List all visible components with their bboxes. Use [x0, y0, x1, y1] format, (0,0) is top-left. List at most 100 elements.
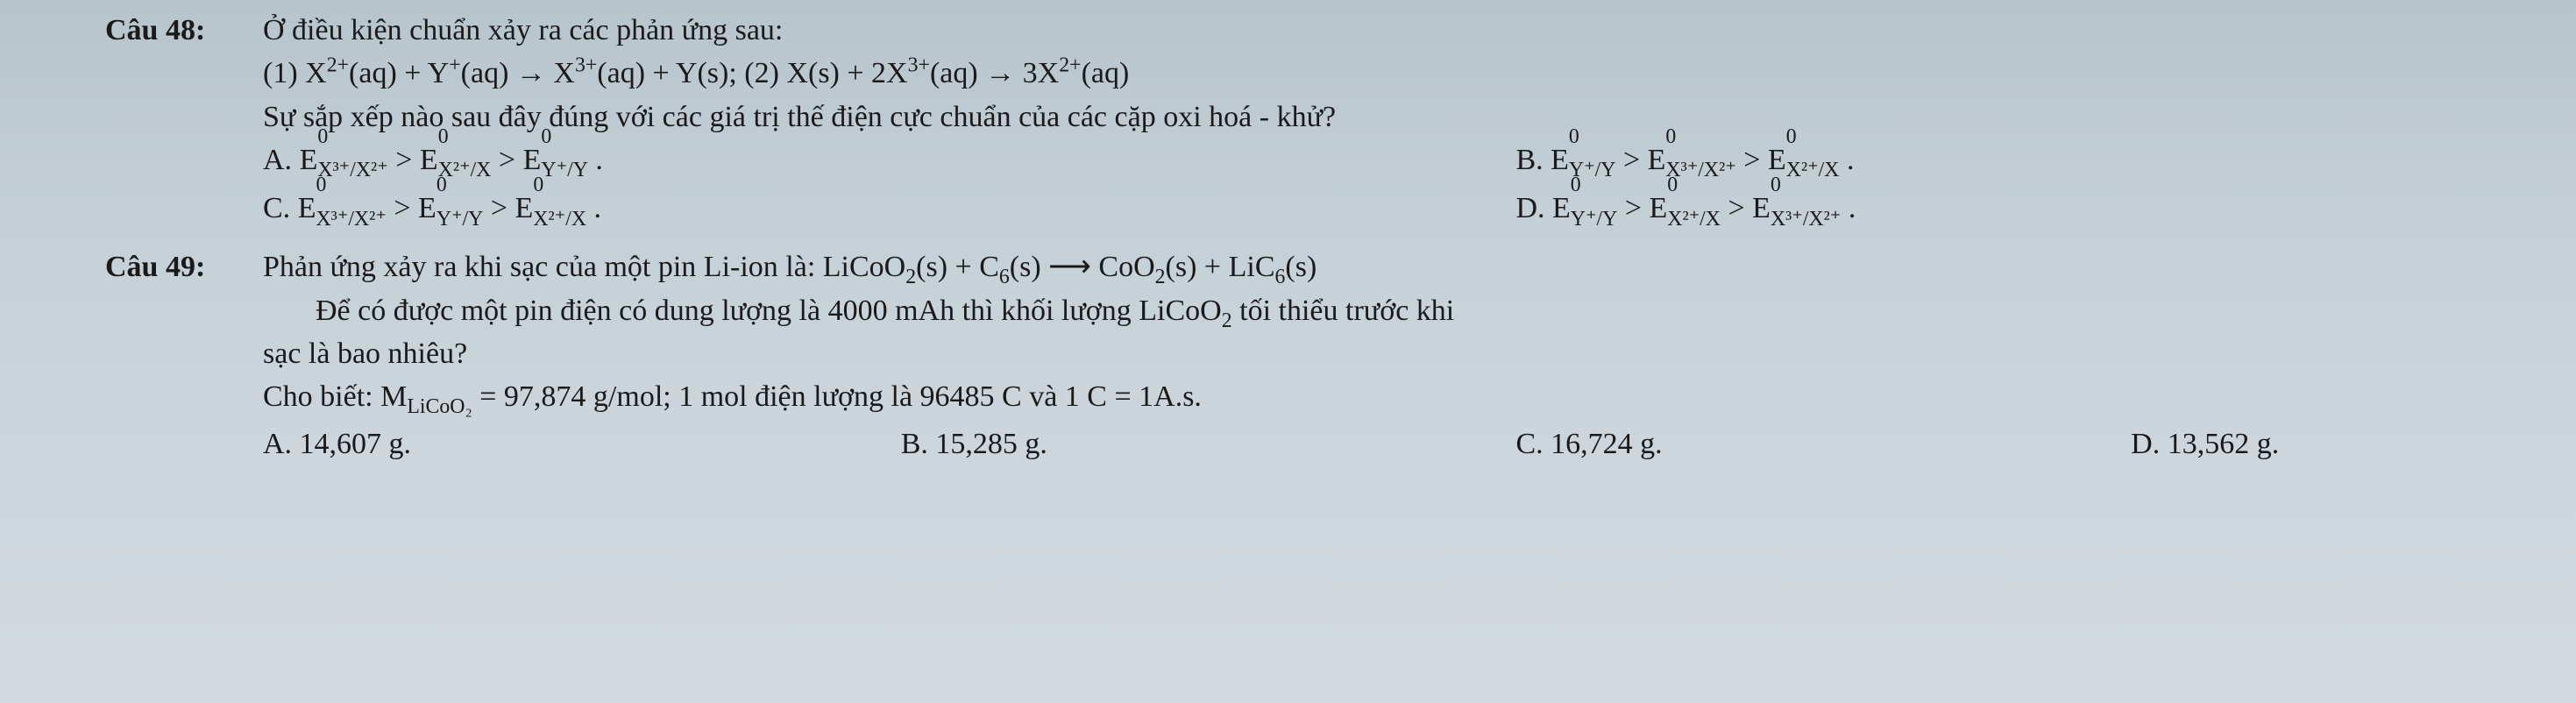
- txt: (s): [1285, 251, 1316, 283]
- gt: >: [1721, 192, 1752, 224]
- txt: tối thiểu trước khi: [1232, 295, 1455, 327]
- gt: >: [1615, 144, 1647, 176]
- q48-question-text: Sự sắp xếp nào sau đây đúng với các giá …: [263, 96, 2541, 138]
- dot: .: [1841, 192, 1856, 224]
- subsup: 0X²⁺/X: [1786, 138, 1840, 181]
- dot: .: [1839, 144, 1854, 176]
- q48-line1: Câu 48: Ở điều kiện chuẩn xảy ra các phả…: [105, 9, 2541, 52]
- subsup: 0X³⁺/X²⁺: [317, 138, 387, 181]
- sup-zero: 0: [533, 170, 543, 201]
- eq-part: (1) X: [263, 57, 327, 89]
- txt: (s) + LiC: [1166, 251, 1275, 283]
- sub-couple: X³⁺/X²⁺: [316, 208, 386, 231]
- gt: >: [483, 192, 514, 224]
- q49-option-a: A. 14,607 g.: [263, 423, 901, 465]
- sub-couple: Y⁺/Y: [1571, 208, 1618, 231]
- dot: .: [586, 192, 601, 224]
- sub-2: 2: [905, 266, 916, 288]
- opt-label: B.: [1515, 144, 1551, 176]
- subsup: 0X²⁺/X: [1667, 187, 1721, 230]
- subsup: 0Y⁺/Y: [1571, 187, 1618, 230]
- txt: = 97,874 g/mol; 1 mol điện lượng là 9648…: [472, 380, 1202, 413]
- q49-option-d: D. 13,562 g.: [2131, 423, 2541, 465]
- sub-6: 6: [1275, 266, 1286, 288]
- eq-part: (aq): [1082, 57, 1130, 89]
- sup-zero: 0: [436, 170, 447, 201]
- eq-part: (aq) + Y: [349, 57, 449, 89]
- symbol-E: E: [298, 192, 316, 224]
- q49-option-b: B. 15,285 g.: [901, 423, 1516, 465]
- opt-label: A.: [263, 144, 300, 176]
- sub-couple: X³⁺/X²⁺: [317, 159, 387, 181]
- gt: >: [387, 192, 418, 224]
- sub-2: 2: [1155, 266, 1166, 288]
- opt-label: D.: [1515, 192, 1552, 224]
- sub-6: 6: [999, 266, 1010, 288]
- txt: (s) ⟶ CoO: [1010, 251, 1155, 283]
- sup-3plus: 3+: [575, 54, 597, 77]
- sub-couple: Y⁺/Y: [541, 159, 588, 181]
- q48-prompt: Ở điều kiện chuẩn xảy ra các phản ứng sa…: [263, 9, 2541, 52]
- eq-part: (aq) → X: [461, 57, 575, 89]
- q48-options-row1: A. E0X³⁺/X²⁺ > E0X²⁺/X > E0Y⁺/Y . B. E0Y…: [263, 138, 2541, 181]
- sub-couple: Y⁺/Y: [436, 208, 484, 231]
- subsup: 0X³⁺/X²⁺: [1771, 187, 1841, 230]
- eq-part: (aq) → 3X: [930, 57, 1059, 89]
- q49-line1: Câu 49: Phản ứng xảy ra khi sạc của một …: [105, 245, 2541, 288]
- sup-2plus: 2+: [1059, 54, 1081, 77]
- q49-line2: Để có được một pin điện có dung lượng là…: [263, 289, 2541, 332]
- gt: >: [1736, 144, 1768, 176]
- symbol-E: E: [1650, 192, 1668, 224]
- sup-zero: 0: [541, 122, 551, 153]
- sup-zero: 0: [1771, 170, 1781, 201]
- sup-3plus: 3+: [908, 54, 930, 77]
- sup-plus: +: [449, 54, 460, 77]
- symbol-E: E: [1648, 144, 1666, 176]
- q48-option-d: D. E0Y⁺/Y > E0X²⁺/X > E0X³⁺/X²⁺ .: [1515, 187, 2541, 230]
- sup-zero: 0: [317, 122, 328, 153]
- gt: >: [1617, 192, 1649, 224]
- q49-label: Câu 49:: [105, 245, 263, 288]
- q48-option-a: A. E0X³⁺/X²⁺ > E0X²⁺/X > E0Y⁺/Y .: [263, 138, 1515, 181]
- q48-label: Câu 48:: [105, 9, 263, 52]
- subsup: 0X²⁺/X: [533, 187, 586, 230]
- txt: (s) + C: [916, 251, 999, 283]
- subsup: 0X³⁺/X²⁺: [316, 187, 386, 230]
- symbol-E: E: [418, 192, 436, 224]
- sup-zero: 0: [438, 122, 449, 153]
- sup-zero: 0: [1569, 122, 1579, 153]
- sup-zero: 0: [316, 170, 326, 201]
- q49-reaction: Phản ứng xảy ra khi sạc của một pin Li-i…: [263, 245, 2541, 288]
- dot: .: [588, 144, 603, 176]
- sup-zero: 0: [1665, 122, 1676, 153]
- q48-option-c: C. E0X³⁺/X²⁺ > E0Y⁺/Y > E0X²⁺/X .: [263, 187, 1515, 230]
- subsup: 0Y⁺/Y: [436, 187, 484, 230]
- symbol-E: E: [1551, 144, 1569, 176]
- gt: >: [491, 144, 522, 176]
- sub-licoo2: LiCoO₂: [407, 395, 472, 418]
- subsup: 0Y⁺/Y: [541, 138, 588, 181]
- opt-label: C.: [263, 192, 298, 224]
- sub-2: 2: [1222, 309, 1232, 332]
- q49-line4: Cho biết: MLiCoO₂ = 97,874 g/mol; 1 mol …: [263, 375, 2541, 418]
- q49-options: A. 14,607 g. B. 15,285 g. C. 16,724 g. D…: [263, 423, 2541, 465]
- txt: Để có được một pin điện có dung lượng là…: [316, 295, 1222, 327]
- eq-part: (aq) + Y(s); (2) X(s) + 2X: [597, 57, 907, 89]
- q49-option-c: C. 16,724 g.: [1515, 423, 2131, 465]
- sup-2plus: 2+: [327, 54, 349, 77]
- q48-options-row2: C. E0X³⁺/X²⁺ > E0Y⁺/Y > E0X²⁺/X . D. E0Y…: [263, 187, 2541, 230]
- sub-couple: X³⁺/X²⁺: [1771, 208, 1841, 231]
- sub-couple: X²⁺/X: [1786, 159, 1840, 181]
- sup-zero: 0: [1667, 170, 1678, 201]
- sup-zero: 0: [1571, 170, 1581, 201]
- symbol-E: E: [515, 192, 534, 224]
- gt: >: [388, 144, 420, 176]
- txt: Cho biết: M: [263, 380, 407, 413]
- symbol-E: E: [420, 144, 438, 176]
- symbol-E: E: [1552, 192, 1571, 224]
- q48-equations: (1) X2+(aq) + Y+(aq) → X3+(aq) + Y(s); (…: [263, 52, 2541, 95]
- txt: Phản ứng xảy ra khi sạc của một pin Li-i…: [263, 251, 905, 283]
- sup-zero: 0: [1786, 122, 1797, 153]
- q49-line3: sạc là bao nhiêu?: [263, 332, 2541, 375]
- symbol-E: E: [300, 144, 318, 176]
